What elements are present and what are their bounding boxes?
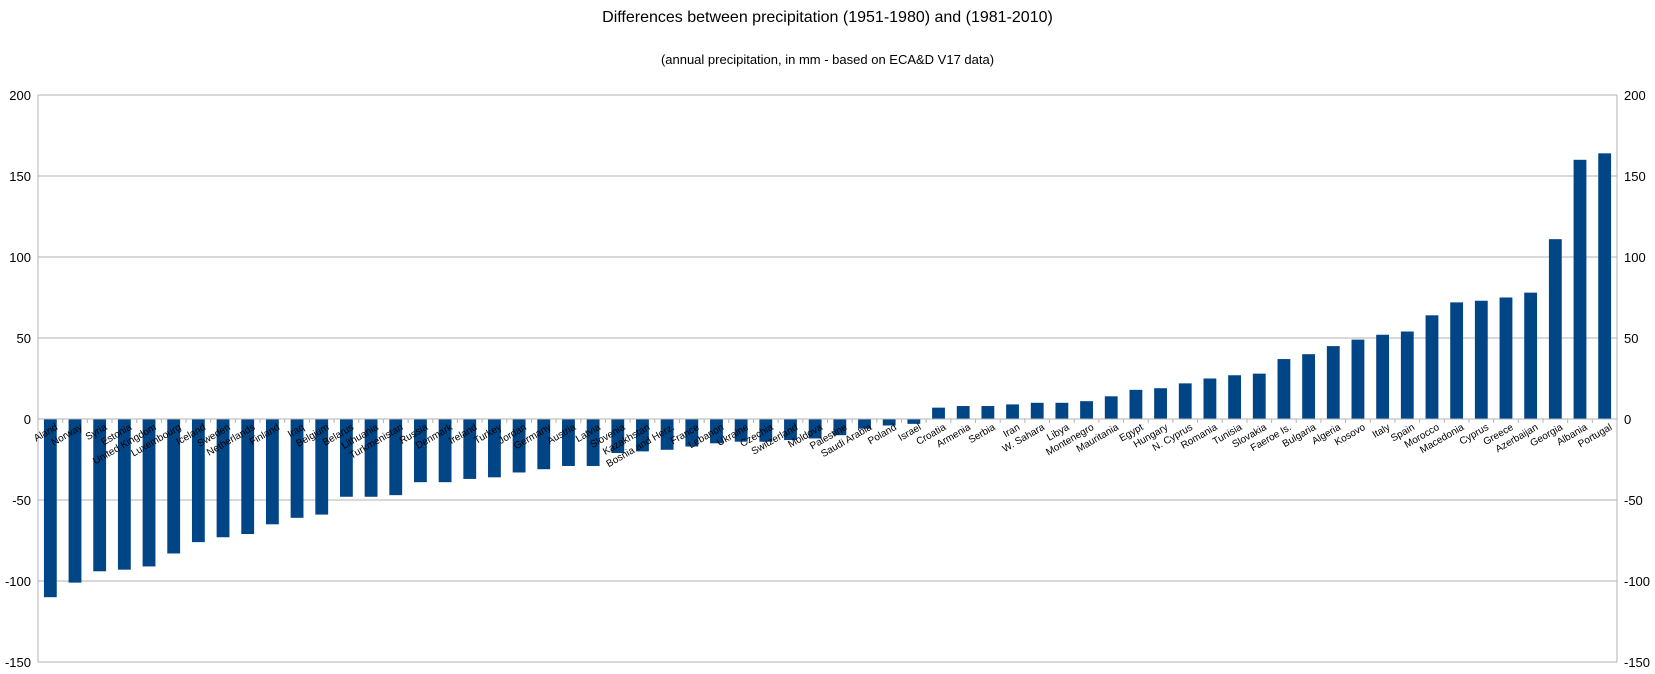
bar	[142, 419, 156, 567]
bar	[537, 419, 551, 470]
bar	[339, 419, 353, 497]
bar	[932, 407, 945, 419]
bar	[1030, 402, 1044, 419]
bar	[586, 419, 600, 466]
bar	[833, 419, 847, 436]
bar	[290, 419, 304, 518]
bar	[1302, 354, 1316, 419]
bar	[315, 419, 329, 515]
bar	[562, 419, 575, 466]
y-tick-label-right: -100	[1624, 574, 1650, 589]
bar	[265, 419, 279, 525]
category-label: Poland	[866, 422, 898, 447]
y-tick-label-right: -150	[1624, 655, 1650, 670]
bar	[858, 419, 871, 429]
bar	[216, 419, 230, 538]
bar	[438, 419, 452, 483]
bar	[1104, 396, 1118, 419]
bar	[1006, 404, 1019, 419]
bar	[463, 419, 477, 479]
bar	[1376, 334, 1390, 419]
bar	[1203, 378, 1217, 419]
y-tick-label-right: 200	[1624, 88, 1646, 103]
bar	[1400, 331, 1414, 419]
bar	[1228, 375, 1242, 419]
bar	[784, 419, 797, 441]
bar	[364, 419, 378, 497]
y-tick-label-right: 150	[1624, 169, 1646, 184]
bar	[488, 419, 501, 478]
bar	[167, 419, 181, 554]
category-label: Italy	[1371, 422, 1392, 441]
bar	[636, 419, 649, 452]
y-tick-label-left: -50	[12, 493, 31, 508]
bar	[710, 419, 723, 444]
bar	[191, 419, 205, 543]
bar	[1055, 402, 1069, 419]
chart-subtitle: (annual precipitation, in mm - based on …	[660, 52, 995, 67]
bar	[1499, 297, 1513, 419]
bar	[1252, 373, 1266, 419]
y-tick-label-left: 100	[9, 250, 31, 265]
y-tick-label-right: 50	[1624, 331, 1638, 346]
bar	[43, 419, 57, 598]
bar	[1277, 359, 1291, 419]
bar	[1178, 383, 1192, 419]
bar	[759, 419, 773, 442]
bar	[1450, 302, 1464, 419]
y-tick-label-left: -150	[5, 655, 31, 670]
bar	[734, 419, 748, 442]
y-tick-label-left: 50	[17, 331, 31, 346]
bar	[685, 419, 699, 447]
bar	[413, 419, 427, 483]
bar	[1080, 401, 1093, 419]
y-tick-label-left: -100	[5, 574, 31, 589]
bar	[1598, 153, 1612, 419]
bar	[1129, 389, 1143, 419]
bar	[1524, 292, 1538, 419]
bar	[93, 419, 107, 572]
y-tick-label-right: 100	[1624, 250, 1646, 265]
bar	[808, 419, 822, 439]
category-label: Serbia	[967, 422, 998, 446]
bar	[68, 419, 82, 583]
bar	[907, 419, 921, 424]
bar	[956, 406, 970, 419]
bar	[882, 419, 896, 426]
bar	[981, 406, 995, 419]
bar	[660, 419, 674, 450]
bar	[1351, 339, 1365, 419]
y-tick-label-right: -50	[1624, 493, 1643, 508]
bar	[1548, 239, 1562, 419]
y-tick-label-left: 200	[9, 88, 31, 103]
y-tick-label-left: 0	[24, 412, 31, 427]
bar	[1154, 388, 1167, 419]
bar	[611, 419, 625, 454]
bar	[389, 419, 403, 496]
bar	[1326, 346, 1340, 419]
bar	[512, 419, 526, 473]
chart-title: Differences between precipitation (1951-…	[602, 9, 1053, 26]
bar	[117, 419, 131, 570]
bar	[1573, 159, 1587, 420]
bar	[1425, 315, 1439, 419]
y-tick-label-left: 150	[9, 169, 31, 184]
y-tick-label-right: 0	[1624, 412, 1631, 427]
bar	[1474, 300, 1488, 419]
bar	[241, 419, 255, 535]
